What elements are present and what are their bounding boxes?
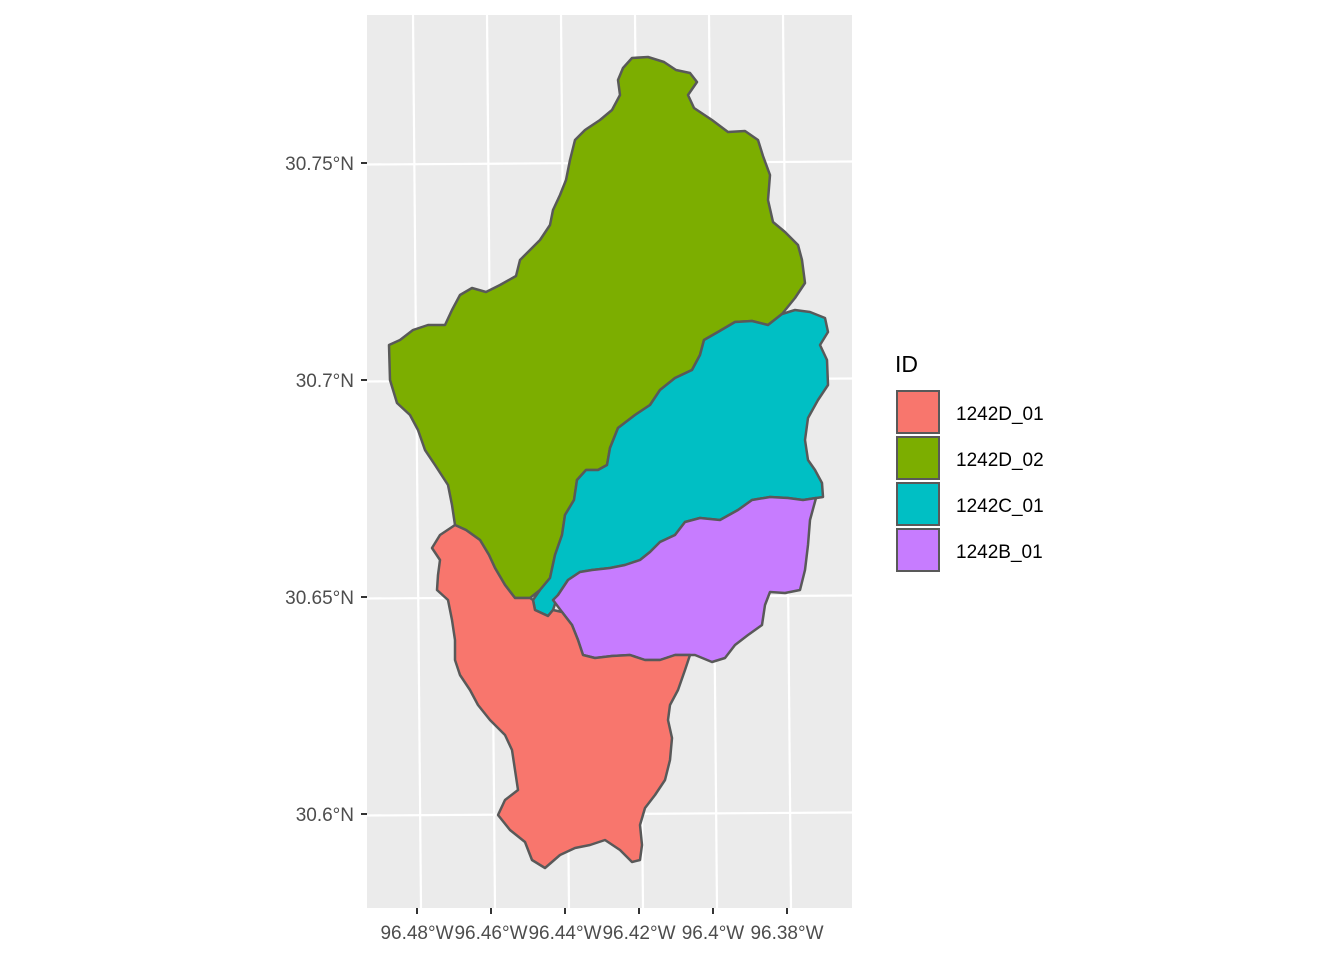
legend-label: 1242B_01 <box>956 542 1043 563</box>
watershed-regions <box>387 55 830 870</box>
x-tick-label: 96.38°W <box>750 923 823 944</box>
x-tick-label: 96.4°W <box>682 923 745 944</box>
legend: ID 1242D_01 1242D_02 1242C_01 1242B_01 <box>895 351 1044 572</box>
region-1242D_01[interactable] <box>430 523 692 870</box>
x-tick-label: 96.46°W <box>454 923 527 944</box>
legend-label: 1242C_01 <box>956 496 1044 517</box>
legend-swatch <box>896 390 940 434</box>
x-tick-label: 96.44°W <box>528 923 601 944</box>
legend-title: ID <box>895 351 918 377</box>
y-tick-label: 30.6°N <box>296 805 354 826</box>
legend-item-1242D_01[interactable]: 1242D_01 <box>896 390 1044 434</box>
x-tick-label: 96.48°W <box>380 923 453 944</box>
legend-swatch <box>896 436 940 480</box>
y-tick-label: 30.75°N <box>285 154 354 175</box>
y-tick-label: 30.65°N <box>285 588 354 609</box>
legend-swatch <box>896 482 940 526</box>
legend-item-1242B_01[interactable]: 1242B_01 <box>896 528 1043 572</box>
legend-item-1242D_02[interactable]: 1242D_02 <box>896 436 1044 480</box>
legend-item-1242C_01[interactable]: 1242C_01 <box>896 482 1044 526</box>
legend-label: 1242D_02 <box>956 450 1044 471</box>
x-tick-label: 96.42°W <box>602 923 675 944</box>
y-axis: 30.6°N 30.65°N 30.7°N 30.75°N <box>285 154 367 826</box>
legend-label: 1242D_01 <box>956 404 1044 425</box>
legend-swatch <box>896 528 940 572</box>
y-tick-label: 30.7°N <box>296 371 354 392</box>
x-axis: 96.48°W 96.46°W 96.44°W 96.42°W 96.4°W 96.38°… <box>380 908 824 944</box>
